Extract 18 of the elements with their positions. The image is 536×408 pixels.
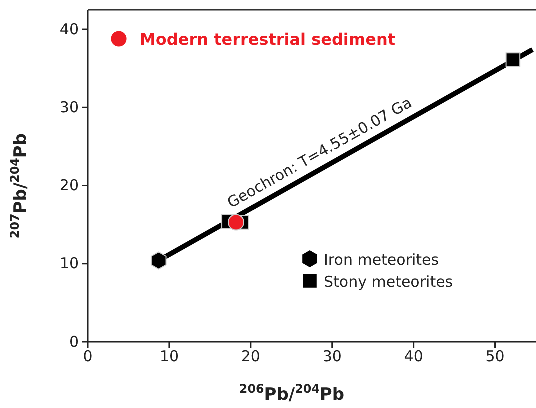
y-tick-label: 20 (60, 176, 79, 195)
point (506, 52, 521, 68)
y-tick-label: 0 (69, 332, 79, 351)
y-tick-label: 40 (60, 20, 79, 38)
y-tick-label: 10 (60, 254, 79, 273)
point (150, 252, 167, 270)
x-tick-label: 50 (486, 348, 505, 366)
x-tick-label: 0 (83, 348, 93, 366)
legend-label: Modern terrestrial sediment (140, 30, 396, 49)
legend-label: Stony meteorites (324, 273, 454, 291)
x-tick-label: 40 (404, 348, 424, 366)
x-axis-title: $^{206}$Pb/$^{204}$Pb (239, 382, 345, 405)
x-tick-label: 30 (322, 348, 342, 366)
x-tick-label: 10 (160, 348, 179, 366)
y-tick-label: 30 (60, 98, 79, 116)
x-tick-label: 20 (241, 348, 260, 366)
legend-label: Iron meteorites (324, 251, 440, 269)
point (228, 214, 245, 231)
